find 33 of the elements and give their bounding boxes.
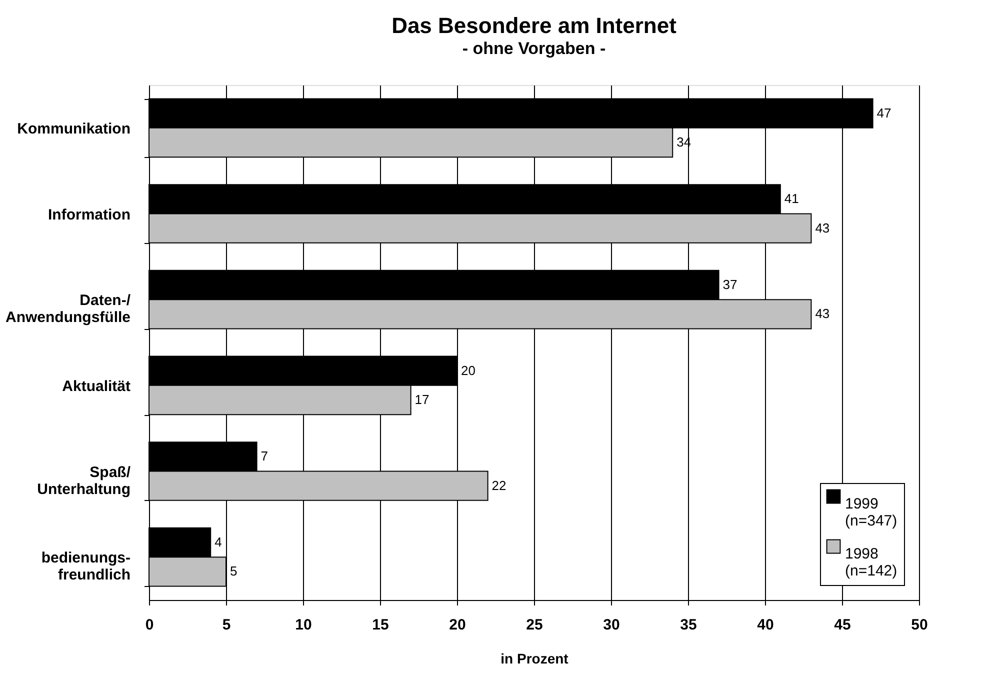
data-label: 7 (260, 448, 268, 464)
y-tick-label: Spaß/ Unterhaltung (37, 464, 132, 498)
data-label: 17 (414, 392, 430, 408)
data-label: 20 (461, 362, 476, 378)
data-label: 41 (784, 191, 799, 206)
y-tick-label: Information (48, 206, 130, 224)
data-label: 37 (722, 276, 738, 292)
x-tick-label: 15 (372, 616, 389, 634)
data-label: 4 (214, 534, 222, 550)
data-label: 22 (492, 478, 506, 493)
x-tick-label: 0 (145, 616, 154, 634)
x-tick-label: 35 (680, 616, 697, 634)
x-tick-label: 50 (911, 616, 928, 634)
y-tick-label: bedienungs- freundlich (41, 550, 130, 584)
data-label: 43 (815, 306, 830, 322)
x-tick-label: 30 (603, 616, 620, 634)
x-axis-title: in Prozent (500, 650, 569, 666)
data-label: 43 (815, 220, 830, 236)
x-tick-label: 20 (449, 616, 466, 634)
x-tick-label: 45 (834, 616, 851, 634)
chart-subtitle: - ohne Vorgaben - (462, 39, 606, 58)
x-tick-label: 10 (295, 616, 312, 634)
x-tick-label: 5 (222, 616, 231, 634)
chart-title: Das Besondere am Internet (392, 13, 678, 38)
x-tick-label: 25 (526, 616, 543, 634)
data-label: 47 (876, 105, 892, 120)
y-tick-label: Kommunikation (17, 120, 130, 138)
legend-label: 1999 (n=347) (845, 496, 898, 530)
x-tick-label: 40 (757, 616, 774, 634)
y-tick-label: Daten-/ Anwendungsfülle (6, 292, 132, 326)
legend-label: 1998 (n=142) (845, 546, 898, 580)
data-label: 5 (230, 564, 238, 579)
y-tick-label: Aktualität (62, 378, 131, 395)
